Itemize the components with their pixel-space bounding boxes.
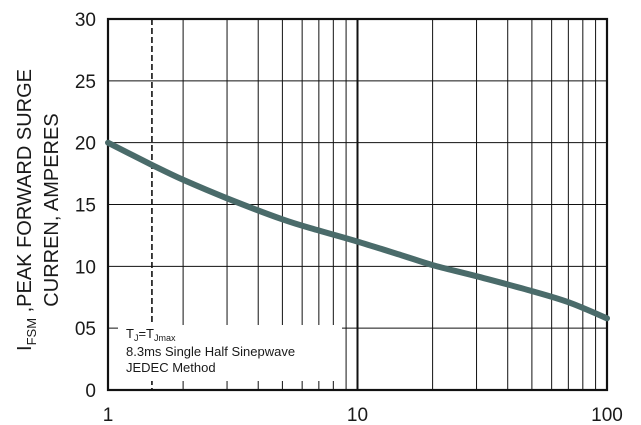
y-tick-label: 10 (75, 257, 96, 278)
y-tick-labels: 0 05 10 15 20 25 30 (75, 10, 96, 402)
x-tick-label: 10 (347, 405, 368, 425)
y-axis-label: IFSM ,PEAK FORWARD SURGE CURREN, AMPERES (14, 69, 63, 351)
y-axis-label-line-1: IFSM ,PEAK FORWARD SURGE (14, 69, 39, 351)
x-tick-labels: 1 10 100 (103, 405, 623, 425)
annotation: TJ=TJmax 8.3ms Single Half Sinepwave JED… (126, 326, 295, 375)
annotation-line-1: TJ=TJmax (126, 326, 176, 343)
y-tick-label: 30 (75, 10, 96, 31)
y-axis-label-line-2: CURREN, AMPERES (41, 113, 63, 306)
y-tick-label: 15 (75, 196, 96, 217)
y-tick-label: 0 (85, 381, 96, 402)
x-tick-label: 100 (591, 405, 623, 425)
annotation-background (118, 325, 342, 381)
y-tick-label: 20 (75, 134, 96, 155)
y-tick-label: 05 (75, 319, 96, 340)
annotation-line-3: JEDEC Method (126, 360, 216, 375)
annotation-line-2: 8.3ms Single Half Sinepwave (126, 344, 295, 359)
series-line-surge-current (105, 139, 610, 322)
x-tick-label: 1 (103, 405, 114, 425)
y-tick-label: 25 (75, 72, 96, 93)
grid (108, 19, 607, 390)
plot-frame (106, 17, 609, 392)
